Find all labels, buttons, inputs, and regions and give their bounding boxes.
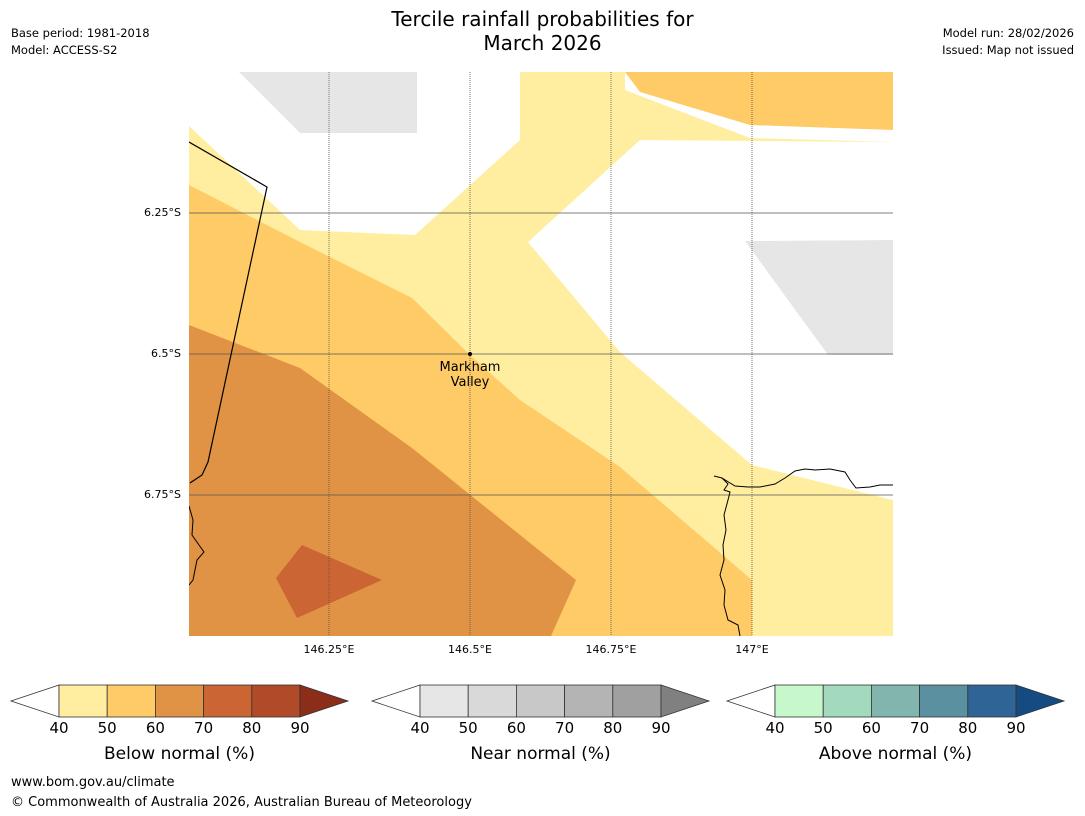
place-label-line-2: Valley [450, 375, 490, 390]
colorbar-above-tick-5: 90 [1006, 719, 1026, 737]
colorbar-below-tick-5: 90 [290, 719, 310, 737]
footer-url[interactable]: www.bom.gov.au/climate [11, 775, 175, 790]
colorbar-above-tick-0: 40 [765, 719, 785, 737]
near-normal-region-north [239, 72, 417, 133]
footer-copyright: © Commonwealth of Australia 2026, Austra… [11, 795, 472, 810]
no-data-region-east [528, 140, 893, 500]
base-period: Base period: 1981-2018 [11, 26, 150, 40]
meta-right: Model run: 28/02/2026 Issued: Map not is… [942, 25, 1074, 59]
colorbar-near-tick-1: 50 [458, 719, 478, 737]
place-label-markham-valley: Markham Valley [420, 360, 520, 390]
colorbar-below-title: Below normal (%) [104, 744, 255, 764]
colorbar-below-tick-3: 70 [194, 719, 214, 737]
lat-label-675: 6.75°S [144, 488, 181, 501]
lon-label-14625: 146.25°E [303, 643, 355, 656]
coastline-river [713, 475, 741, 636]
colorbar-above-tick-2: 60 [861, 719, 881, 737]
coastline-gulf [721, 468, 893, 489]
lon-label-1465: 146.5°E [448, 643, 492, 656]
colorbar-above-tick-1: 50 [813, 719, 833, 737]
title-line-2: March 2026 [483, 31, 602, 55]
place-label-line-1: Markham [439, 360, 501, 375]
below-normal-70-80-region [276, 545, 382, 618]
markham-valley-marker[interactable] [468, 352, 472, 356]
lon-label-147: 147°E [735, 643, 769, 656]
colorbar-near-title: Near normal (%) [470, 744, 611, 764]
title-line-1: Tercile rainfall probabilities for [391, 7, 694, 31]
colorbar-near-tick-4: 80 [603, 719, 623, 737]
province-boundary [189, 141, 268, 484]
issued-status: Issued: Map not issued [942, 43, 1074, 57]
lat-label-65: 6.5°S [151, 347, 181, 360]
colorbar-above-tick-4: 80 [958, 719, 978, 737]
colorbar-below-tick-1: 50 [97, 719, 117, 737]
colorbar-below-tick-4: 80 [242, 719, 262, 737]
colorbar-near-tick-5: 90 [651, 719, 671, 737]
colorbar-near-tick-3: 70 [555, 719, 575, 737]
colorbar-near-tick-0: 40 [410, 719, 430, 737]
below-normal-60-70-region [189, 325, 576, 636]
below-normal-50-60-region-ne [625, 72, 893, 130]
map-title: Tercile rainfall probabilities for March… [0, 7, 1085, 55]
meta-left: Base period: 1981-2018 Model: ACCESS-S2 [11, 25, 150, 59]
colorbar-below-tick-0: 40 [49, 719, 69, 737]
colorbar-above-tick-3: 70 [910, 719, 930, 737]
lat-label-625: 6.25°S [144, 206, 181, 219]
model-run: Model run: 28/02/2026 [942, 26, 1074, 40]
colorbar-above-title: Above normal (%) [818, 744, 973, 764]
coastline-west [189, 505, 205, 586]
near-normal-region-east [745, 240, 893, 355]
model-name: Model: ACCESS-S2 [11, 43, 118, 57]
colorbar-below-tick-2: 60 [145, 719, 165, 737]
lon-label-14675: 146.75°E [585, 643, 637, 656]
colorbar-near-tick-2: 60 [506, 719, 526, 737]
